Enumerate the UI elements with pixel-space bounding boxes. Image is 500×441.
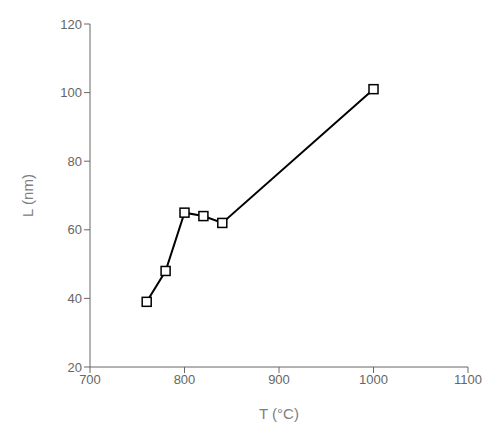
- svg-text:700: 700: [79, 372, 101, 387]
- svg-text:1000: 1000: [359, 372, 388, 387]
- svg-text:120: 120: [60, 17, 82, 32]
- svg-text:60: 60: [68, 222, 82, 237]
- svg-text:800: 800: [174, 372, 196, 387]
- svg-text:1100: 1100: [454, 372, 482, 387]
- svg-text:40: 40: [68, 291, 82, 306]
- svg-text:900: 900: [268, 372, 290, 387]
- svg-text:T (°C): T (°C): [259, 405, 299, 422]
- svg-text:80: 80: [68, 154, 82, 169]
- svg-text:100: 100: [60, 85, 82, 100]
- svg-text:L (nm): L (nm): [19, 174, 36, 217]
- svg-text:20: 20: [68, 360, 82, 375]
